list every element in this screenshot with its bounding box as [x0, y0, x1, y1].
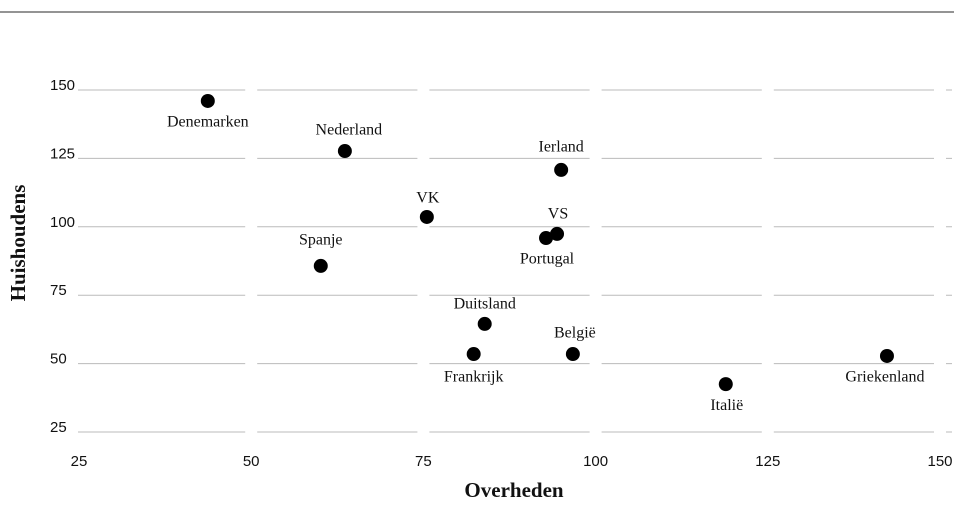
point-label: Griekenland: [845, 369, 924, 386]
x-tick-label: 125: [755, 453, 780, 470]
point-label: Nederland: [316, 122, 383, 139]
point: [200, 93, 215, 108]
point-label: Spanje: [299, 232, 343, 249]
point-label: Italië: [710, 397, 743, 414]
y-tick-label: 125: [50, 145, 75, 162]
x-tick-label: 150: [927, 453, 952, 470]
x-tick-label: 25: [71, 453, 88, 470]
point: [539, 231, 554, 246]
point: [477, 316, 492, 331]
point-label: VK: [416, 190, 440, 207]
point-label: Ierland: [539, 139, 584, 156]
point-label: VS: [548, 206, 568, 223]
x-tick-label: 75: [415, 453, 432, 470]
point: [565, 347, 580, 362]
x-tick-label: 50: [243, 453, 260, 470]
point: [419, 209, 434, 224]
point: [313, 258, 328, 273]
point: [554, 162, 569, 177]
point: [466, 347, 481, 362]
x-tick-label: 100: [583, 453, 608, 470]
point-label: Duitsland: [454, 296, 516, 313]
y-tick-label: 75: [50, 282, 67, 299]
point: [337, 144, 352, 159]
y-tick-label: 150: [50, 77, 75, 94]
point: [550, 226, 565, 241]
y-tick-label: 50: [50, 351, 67, 368]
point: [718, 377, 733, 392]
point: [879, 348, 894, 363]
y-axis-title: Huishoudens: [6, 185, 30, 302]
point-label: België: [554, 325, 596, 342]
point-label: Portugal: [520, 251, 575, 268]
point-label: Frankrijk: [444, 369, 504, 386]
point-label: Denemarken: [167, 114, 249, 131]
x-axis-title: Overheden: [464, 478, 563, 502]
y-tick-label: 25: [50, 419, 67, 436]
y-tick-label: 100: [50, 214, 75, 231]
